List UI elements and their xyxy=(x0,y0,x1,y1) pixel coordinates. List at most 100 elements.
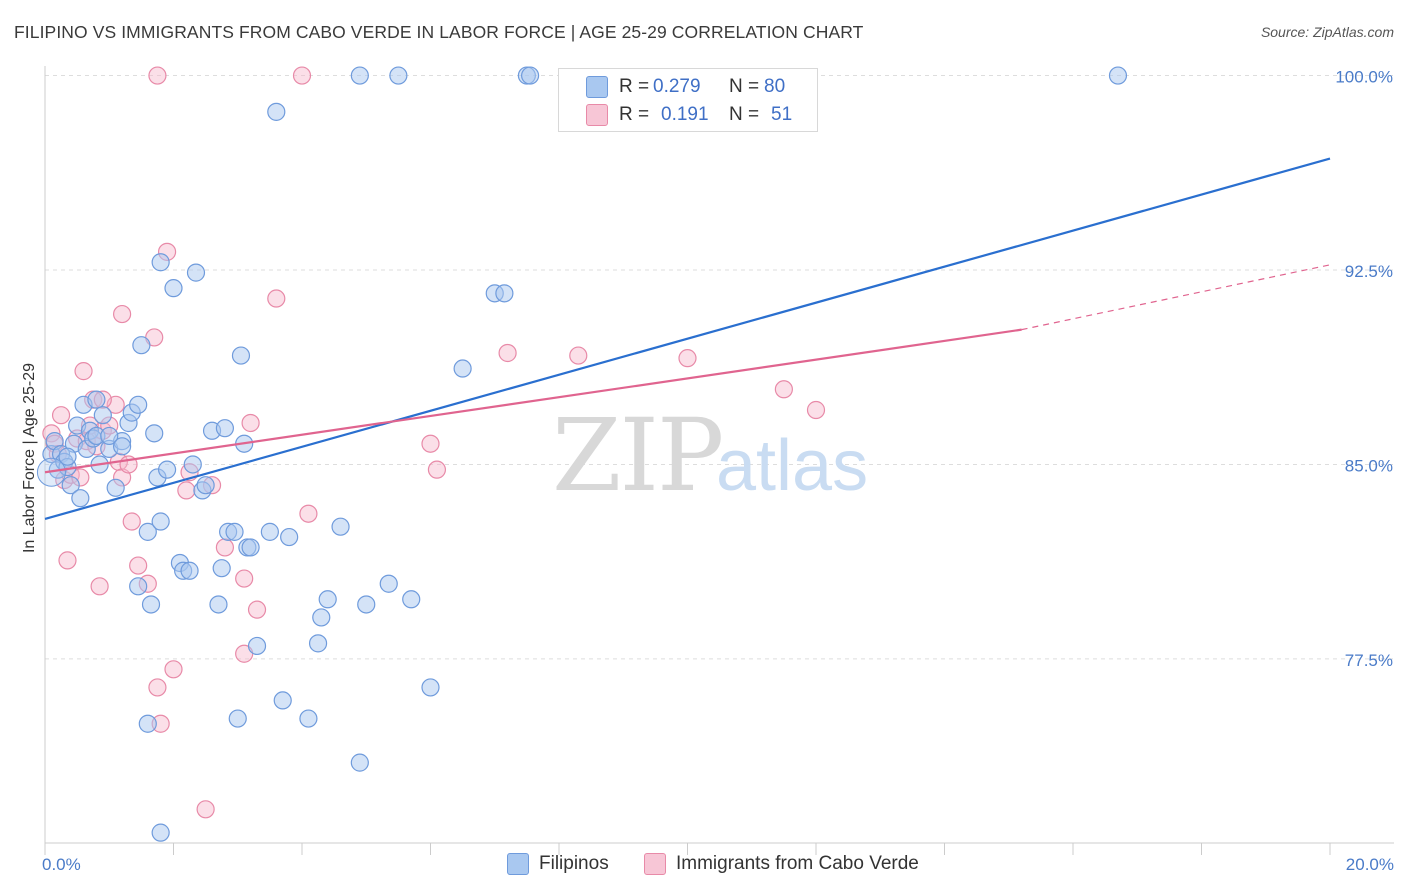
filipino-point xyxy=(318,590,337,609)
filipino-point xyxy=(357,595,376,614)
filipino-point xyxy=(145,424,164,443)
filipino-point xyxy=(453,359,472,378)
filipino-point xyxy=(61,476,80,495)
watermark: ZIP atlas xyxy=(552,397,868,514)
y-tick-label: 92.5% xyxy=(1345,262,1393,281)
x-tick-min: 0.0% xyxy=(42,855,81,874)
filipino-point xyxy=(157,460,177,479)
filipino-point xyxy=(350,753,369,772)
legend-r-label-1: R = xyxy=(619,76,650,97)
filipino-point xyxy=(308,634,328,653)
legend-n-value-2: 51 xyxy=(771,104,793,125)
filipino-point xyxy=(180,561,199,580)
chart-title: FILIPINO VS IMMIGRANTS FROM CABO VERDE I… xyxy=(14,22,864,42)
legend-r-label-2: R = xyxy=(619,104,650,125)
trend-lines xyxy=(44,157,1331,520)
filipino-point xyxy=(93,406,112,425)
cabo-verde-point xyxy=(129,556,148,575)
bottom-legend-label-cabo-verde: Immigrants from Cabo Verde xyxy=(676,853,919,874)
filipino-point xyxy=(241,538,260,557)
y-tick-label: 100.0% xyxy=(1335,68,1393,87)
y-tick-label: 77.5% xyxy=(1345,651,1393,670)
cabo-verde-point xyxy=(90,577,109,596)
cabo-verde-point xyxy=(51,406,71,425)
bottom-legend-filipinos: Filipinos xyxy=(507,850,609,878)
legend-r-value-2: 0.191 xyxy=(661,104,709,125)
cabo-verde-point xyxy=(196,800,215,819)
cabo-verde-point xyxy=(58,551,77,570)
filipino-point xyxy=(495,284,514,303)
cabo-verde-point xyxy=(215,538,234,557)
filipino-point xyxy=(106,478,125,497)
filipino-point xyxy=(228,709,247,728)
filipino-point xyxy=(138,522,157,541)
filipino-point xyxy=(151,823,170,842)
filipino-point xyxy=(331,517,350,536)
bottom-legend-swatch-cabo-verde xyxy=(644,853,666,875)
filipino-point xyxy=(71,489,90,508)
y-axis-label: In Labor Force | Age 25-29 xyxy=(21,363,38,553)
watermark-zip: ZIP xyxy=(552,397,722,514)
filipino-point xyxy=(379,574,398,593)
filipino-point xyxy=(1108,66,1128,85)
filipino-point xyxy=(129,577,148,596)
cabo-verde-point xyxy=(247,600,267,619)
filipino-point xyxy=(151,512,170,531)
legend-swatch-cabo-verde xyxy=(586,104,608,126)
filipino-point xyxy=(87,390,106,409)
cabo-verde-point xyxy=(122,512,141,531)
cabo-verde-point xyxy=(292,66,312,85)
filipino-point xyxy=(186,263,206,282)
filipino-point xyxy=(402,590,421,609)
y-tick-label: 85.0% xyxy=(1345,456,1393,475)
cabo-verde-point xyxy=(112,304,132,324)
legend: R = 0.279 N = 80 R = 0.191 N = 51 xyxy=(558,68,818,132)
bottom-legend-cabo-verde: Immigrants from Cabo Verde xyxy=(644,850,919,878)
filipino-point xyxy=(247,636,267,656)
bottom-legend-label-filipinos: Filipinos xyxy=(539,853,609,874)
filipino-point xyxy=(138,714,157,733)
watermark-atlas: atlas xyxy=(716,426,868,506)
source-label: Source: ZipAtlas.com xyxy=(1260,24,1394,40)
filipino-point xyxy=(350,66,369,85)
filipino-point xyxy=(209,595,228,614)
cabo-verde-point xyxy=(774,380,793,399)
cabo-verde-point xyxy=(569,346,588,365)
filipino-point xyxy=(164,279,183,298)
filipino-point xyxy=(267,102,286,121)
y-tick-labels: 77.5% 85.0% 92.5% 100.0% xyxy=(1335,68,1393,670)
legend-n-value-1: 80 xyxy=(764,76,786,97)
cabo-verde-point xyxy=(164,660,183,679)
filipino-point xyxy=(112,437,132,456)
cabo-verde-point xyxy=(678,349,697,368)
filipino-trend-line xyxy=(44,157,1331,520)
cabo-verde-point xyxy=(299,504,318,523)
filipino-point xyxy=(100,426,119,446)
filipino-point xyxy=(141,595,161,614)
cabo-verde-trend-line xyxy=(44,328,1022,474)
filipino-point xyxy=(196,476,215,495)
filipino-point xyxy=(280,527,299,547)
filipino-point xyxy=(225,522,244,541)
legend-r-value-1: 0.279 xyxy=(653,76,701,97)
cabo-verde-point xyxy=(498,343,517,363)
filipino-points xyxy=(36,66,1128,842)
filipino-point xyxy=(132,336,151,355)
cabo-verde-point xyxy=(235,569,254,588)
cabo-verde-point xyxy=(148,66,167,85)
filipino-point xyxy=(299,709,318,728)
filipino-point xyxy=(520,66,540,85)
cabo-verde-point xyxy=(177,481,196,500)
filipino-point xyxy=(312,608,331,627)
cabo-verde-point xyxy=(148,678,167,697)
filipino-point xyxy=(129,395,148,414)
filipino-point xyxy=(151,253,170,272)
cabo-verde-point xyxy=(74,362,93,381)
cabo-verde-point xyxy=(267,289,286,308)
filipino-point xyxy=(231,346,251,365)
cabo-verde-point xyxy=(241,413,260,433)
legend-n-label-1: N = xyxy=(729,76,760,97)
filipino-point xyxy=(389,66,408,85)
filipino-point xyxy=(215,419,234,438)
